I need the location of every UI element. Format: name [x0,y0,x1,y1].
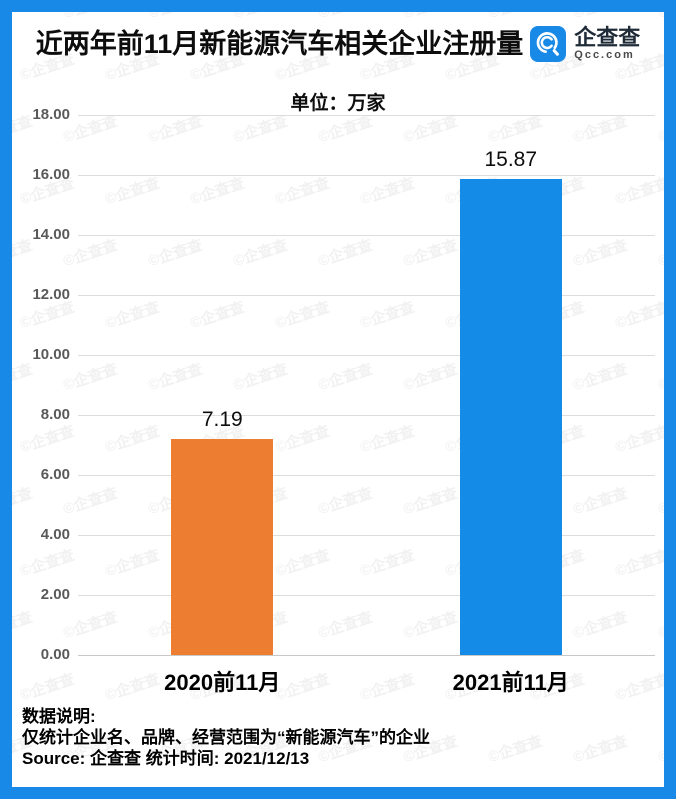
y-tick-label: 14.00 [32,226,70,243]
y-tick-label: 4.00 [40,526,70,543]
logo-text: 企查查 Qcc.com [574,26,640,62]
bar-chart: 18.00 16.00 14.00 12.00 10.00 8.00 6.00 4.00 2.0… [12,12,664,787]
x-axis-label: 2021前11月 [452,670,569,695]
page-title: 近两年前11月新能源汽车相关企业注册量 [35,29,524,59]
y-tick-label: 18.00 [32,106,70,123]
bar-2021前11月 [459,178,562,655]
logo-brand-text: 企查查 [574,25,641,50]
gridline [78,415,655,416]
y-tick-label: 12.00 [32,286,70,303]
gridline [78,595,655,596]
footer-source-line: Source: 企查查 统计时间: 2021/12/13 [22,749,310,768]
unit-label: 单位：万家 [290,93,386,114]
gridline [78,115,655,116]
y-tick-label: 10.00 [32,346,70,363]
gridline [78,295,655,296]
y-tick-label: 8.00 [40,406,70,423]
gridline [78,175,655,176]
gridline [78,235,655,236]
bar-2020前11月 [171,439,274,655]
logo-domain-text: Qcc.com [574,49,635,61]
footer-notes: 数据说明: 仅统计企业名、品牌、经营范围为“新能源汽车”的企业 Source: … [22,706,430,769]
gridline [78,535,655,536]
gridline [78,475,655,476]
plot-area: 7.19 15.87 [78,115,655,656]
header: 近两年前11月新能源汽车相关企业注册量 企查查 Qcc.com [12,26,664,62]
y-axis: 18.00 16.00 14.00 12.00 10.00 8.00 6.00 4.00 2.0… [12,106,70,663]
footer-note-line: 仅统计企业名、品牌、经营范围为“新能源汽车”的企业 [22,728,430,747]
footer-note-title: 数据说明: [22,707,96,726]
bar-value-label: 15.87 [484,147,538,171]
qcc-magnifier-icon [530,26,567,62]
gridline [78,655,655,656]
x-axis-label: 2020前11月 [164,670,281,695]
qcc-logo: 企查查 Qcc.com [530,26,640,62]
gridline [78,355,655,356]
content-area: ©企查查 ©企查查 ©企查查 ©企查查 ©企查查 ©企查查 ©企查查 ©企查查 ©企查查 ©企查查… [12,12,664,787]
y-tick-label: 0.00 [40,646,70,663]
bar-value-label: 7.19 [201,408,243,432]
y-tick-label: 6.00 [40,466,70,483]
y-tick-label: 2.00 [40,586,70,603]
y-tick-label: 16.00 [32,166,70,183]
